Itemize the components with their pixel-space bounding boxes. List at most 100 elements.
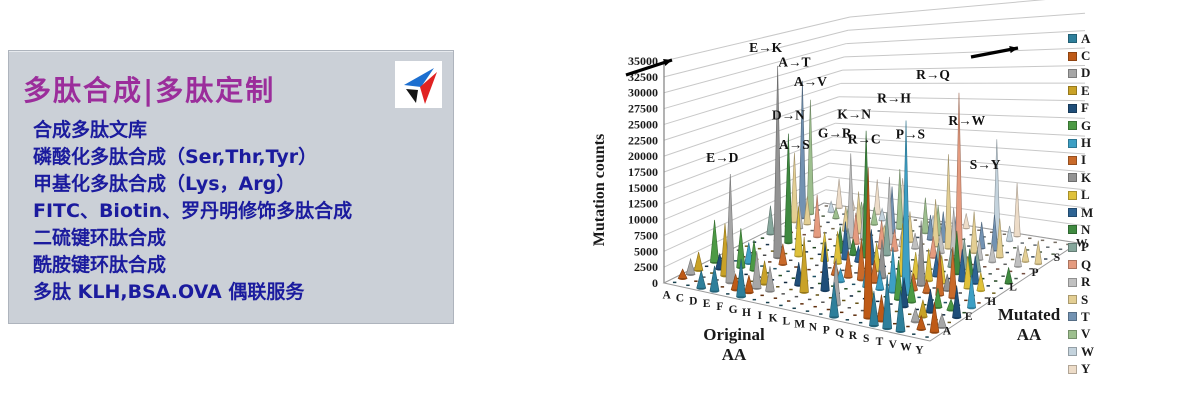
svg-text:P: P xyxy=(1032,267,1039,279)
legend-label: S xyxy=(1081,291,1089,307)
legend-item-E: E xyxy=(1068,82,1188,99)
z-axis-labels: A E H L P S W xyxy=(943,237,1088,337)
svg-text:C: C xyxy=(676,292,684,304)
svg-text:10000: 10000 xyxy=(628,213,658,227)
legend-swatch-icon xyxy=(1068,329,1077,339)
svg-text:G: G xyxy=(729,304,738,316)
legend-swatch-icon xyxy=(1068,155,1077,165)
cone-field xyxy=(672,65,1070,338)
annotation-E-K: E→K xyxy=(749,40,783,55)
legend-swatch-icon xyxy=(1068,295,1077,305)
service-item: 甲基化多肽合成（Lys，Arg） xyxy=(33,173,296,195)
svg-text:H: H xyxy=(987,296,996,308)
svg-text:27500: 27500 xyxy=(628,102,658,116)
logo-red-triangle xyxy=(420,72,437,104)
service-item: 多肽 KLH,BSA.OVA 偶联服务 xyxy=(33,281,305,303)
annotation-P-S: P→S xyxy=(896,126,925,141)
svg-text:W: W xyxy=(1076,237,1088,249)
legend-label: R xyxy=(1081,274,1091,290)
annotation-A-T: A→T xyxy=(778,55,810,70)
annotation-G-R: G→R xyxy=(818,125,852,140)
svg-text:L: L xyxy=(783,316,791,328)
svg-text:22500: 22500 xyxy=(628,133,658,147)
legend-swatch-icon xyxy=(1068,225,1077,235)
legend-label: L xyxy=(1081,187,1090,203)
legend-label: C xyxy=(1081,48,1091,64)
legend-swatch-icon xyxy=(1068,51,1077,61)
service-item: 二硫键环肽合成 xyxy=(33,227,167,249)
legend-label: V xyxy=(1081,326,1091,342)
svg-text:7500: 7500 xyxy=(634,228,658,242)
legend-swatch-icon xyxy=(1068,138,1077,148)
legend-item-W: W xyxy=(1068,343,1188,360)
svg-text:P: P xyxy=(823,324,830,336)
svg-text:V: V xyxy=(889,339,898,351)
legend-item-R: R xyxy=(1068,273,1188,290)
legend-item-M: M xyxy=(1068,204,1188,221)
annotation-R-Q: R→Q xyxy=(916,67,950,82)
service-item: 磷酸化多肽合成（Ser,Thr,Tyr） xyxy=(33,146,318,168)
legend-item-T: T xyxy=(1068,308,1188,325)
direction-arrow-right-icon-head xyxy=(1009,45,1018,54)
svg-text:20000: 20000 xyxy=(628,149,658,163)
svg-text:F: F xyxy=(716,301,723,313)
annotation-E-D: E→D xyxy=(706,150,739,165)
legend-label: Q xyxy=(1081,256,1092,272)
svg-text:Q: Q xyxy=(835,327,844,339)
triangle-logo-icon xyxy=(404,68,437,104)
legend-swatch-icon xyxy=(1068,208,1077,218)
svg-text:E: E xyxy=(703,298,711,310)
legend-swatch-icon xyxy=(1068,364,1077,374)
svg-text:5000: 5000 xyxy=(634,244,658,258)
legend-label: N xyxy=(1081,221,1091,237)
legend-label: E xyxy=(1081,82,1090,98)
legend-item-F: F xyxy=(1068,100,1188,117)
svg-text:30000: 30000 xyxy=(628,86,658,100)
promo-title: 多肽合成|多肽定制 xyxy=(23,74,276,107)
legend-item-N: N xyxy=(1068,221,1188,238)
svg-text:I: I xyxy=(758,310,763,322)
svg-text:D: D xyxy=(689,295,697,307)
svg-text:25000: 25000 xyxy=(628,117,658,131)
svg-text:E: E xyxy=(965,311,973,323)
legend-item-H: H xyxy=(1068,134,1188,151)
legend-item-G: G xyxy=(1068,117,1188,134)
svg-text:S: S xyxy=(1054,252,1060,264)
svg-text:Mutated: Mutated xyxy=(998,305,1061,324)
annotation-R-W: R→W xyxy=(948,113,985,128)
legend-swatch-icon xyxy=(1068,242,1077,252)
svg-text:Y: Y xyxy=(915,345,924,357)
legend-swatch-icon xyxy=(1068,86,1077,96)
legend-swatch-icon xyxy=(1068,190,1077,200)
service-item: 合成多肽文库 xyxy=(33,119,148,141)
legend-swatch-icon xyxy=(1068,260,1077,270)
annotation-R-C: R→C xyxy=(848,132,881,147)
legend-swatch-icon xyxy=(1068,173,1077,183)
legend-item-P: P xyxy=(1068,239,1188,256)
annotation-D-N: D→N xyxy=(772,108,805,123)
legend-label: M xyxy=(1081,204,1094,220)
legend-item-V: V xyxy=(1068,326,1188,343)
service-item: FITC、Biotin、罗丹明修饰多肽合成 xyxy=(33,200,353,222)
svg-text:15000: 15000 xyxy=(628,181,658,195)
annotation-S-Y: S→Y xyxy=(970,157,1001,172)
svg-text:S: S xyxy=(863,333,869,345)
legend-item-A: A xyxy=(1068,30,1188,47)
promo-panel[interactable]: 多肽合成|多肽定制 合成多肽文库磷酸化多肽合成（Ser,Thr,Tyr） 甲基化多… xyxy=(8,50,454,324)
service-list: 合成多肽文库磷酸化多肽合成（Ser,Thr,Tyr） 甲基化多肽合成（Lys，Ar… xyxy=(33,117,352,306)
svg-text:35000: 35000 xyxy=(628,54,658,68)
annotation-A-V: A→V xyxy=(794,74,827,89)
direction-arrows xyxy=(625,45,1019,77)
svg-text:L: L xyxy=(1009,281,1017,293)
legend-swatch-icon xyxy=(1068,34,1077,44)
legend-label: D xyxy=(1081,65,1091,81)
svg-text:W: W xyxy=(900,342,912,354)
logo-black-triangle xyxy=(406,89,418,103)
svg-text:A: A xyxy=(943,326,952,338)
legend-item-Q: Q xyxy=(1068,256,1188,273)
legend-label: K xyxy=(1081,169,1092,185)
legend-swatch-icon xyxy=(1068,121,1077,131)
svg-text:M: M xyxy=(794,318,805,330)
